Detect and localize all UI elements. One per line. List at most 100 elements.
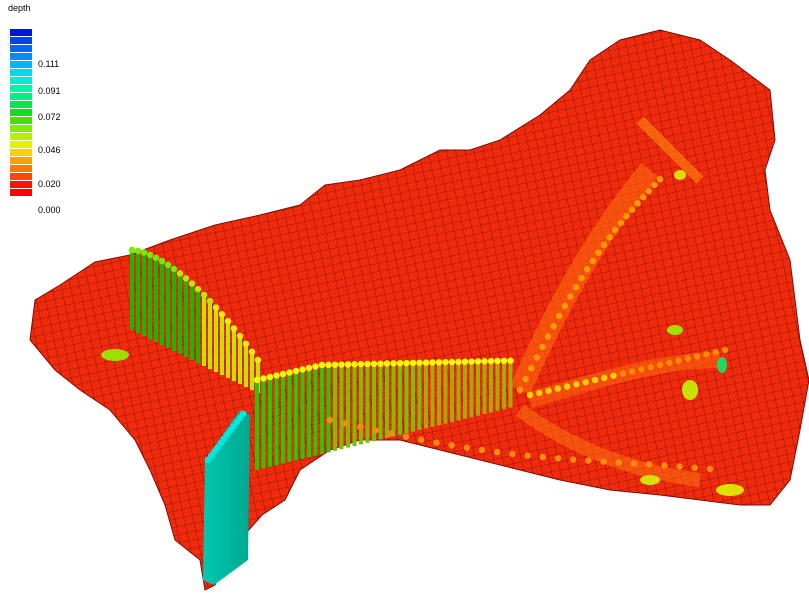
channel-node bbox=[691, 464, 698, 471]
depth-column bbox=[385, 363, 389, 438]
channel-node bbox=[651, 181, 658, 189]
channel-node bbox=[422, 359, 430, 366]
channel-node bbox=[342, 420, 349, 427]
depth-column bbox=[313, 366, 318, 456]
channel-node bbox=[390, 360, 397, 367]
depth-column bbox=[508, 360, 513, 408]
channel-node bbox=[578, 274, 585, 282]
depth-column bbox=[268, 377, 272, 467]
depth-column bbox=[261, 378, 266, 469]
legend-tick: 0.091 bbox=[38, 86, 61, 96]
legend-swatch bbox=[10, 85, 32, 92]
depth-column bbox=[378, 363, 383, 440]
channel-node bbox=[528, 365, 535, 372]
channel-node bbox=[544, 333, 552, 340]
channel-node bbox=[634, 200, 641, 207]
legend-swatch bbox=[10, 45, 32, 52]
legend-swatch bbox=[10, 93, 32, 100]
channel-node bbox=[326, 416, 334, 424]
legend-tick: 0.072 bbox=[38, 112, 61, 122]
channel-node bbox=[676, 463, 683, 470]
legend-swatch bbox=[10, 173, 32, 180]
channel-node bbox=[242, 340, 250, 347]
depth-column bbox=[130, 250, 134, 330]
channel-node bbox=[606, 234, 613, 241]
channel-node bbox=[721, 346, 729, 354]
channel-node bbox=[584, 266, 591, 273]
channel-node bbox=[507, 357, 514, 364]
depth-column bbox=[326, 364, 331, 453]
channel-node bbox=[630, 460, 638, 467]
legend-swatch bbox=[10, 125, 32, 132]
channel-node bbox=[703, 351, 710, 358]
channel-node bbox=[706, 465, 714, 473]
channel-node bbox=[563, 383, 571, 390]
depth-columns bbox=[130, 250, 513, 585]
channel-node bbox=[230, 325, 238, 332]
legend-tick: 0.000 bbox=[38, 205, 61, 215]
depth-column bbox=[495, 360, 500, 411]
legend-swatch bbox=[10, 77, 32, 84]
depth-column bbox=[469, 361, 474, 418]
channel-node bbox=[377, 360, 384, 367]
channel-node bbox=[146, 251, 154, 259]
depth-column bbox=[208, 301, 212, 369]
channel-node bbox=[589, 257, 596, 265]
channel-node bbox=[524, 452, 531, 459]
channel-node bbox=[170, 265, 178, 273]
channel-node bbox=[509, 450, 516, 458]
channel-node bbox=[461, 358, 469, 365]
channel-node bbox=[312, 363, 319, 370]
depth-column bbox=[255, 380, 259, 470]
depth-column bbox=[232, 328, 236, 381]
depth-column bbox=[287, 372, 292, 462]
channel-node bbox=[429, 359, 436, 366]
channel-node bbox=[448, 358, 456, 366]
channel-node bbox=[194, 285, 202, 293]
channel-node bbox=[675, 357, 682, 364]
channel-node bbox=[572, 283, 580, 291]
depth-column bbox=[160, 261, 164, 345]
legend-swatch bbox=[10, 117, 32, 124]
legend-swatch bbox=[10, 69, 32, 76]
depth-column bbox=[417, 362, 422, 430]
legend-swatch bbox=[10, 149, 32, 156]
depth-column bbox=[320, 365, 324, 454]
depth-column bbox=[178, 273, 182, 354]
depth-column bbox=[489, 361, 493, 413]
channel-node bbox=[567, 293, 574, 300]
legend-swatch bbox=[10, 165, 32, 172]
channel-node bbox=[693, 353, 701, 360]
depth-column bbox=[352, 364, 357, 446]
channel-node bbox=[164, 261, 172, 269]
channel-node bbox=[550, 322, 557, 330]
depth-column bbox=[256, 360, 260, 393]
channel-node bbox=[403, 359, 410, 367]
channel-node bbox=[494, 357, 501, 365]
channel-node bbox=[573, 381, 580, 388]
legend-color-bar bbox=[10, 29, 32, 197]
depth-column bbox=[443, 362, 448, 424]
channel-node bbox=[442, 358, 449, 366]
depth-column bbox=[142, 252, 146, 336]
depth-column bbox=[372, 363, 376, 442]
depth-column bbox=[238, 335, 242, 384]
channel-node bbox=[554, 385, 562, 392]
channel-node bbox=[224, 317, 232, 325]
legend-tick: 0.111 bbox=[38, 59, 60, 69]
channel-node bbox=[628, 206, 636, 213]
channel-node bbox=[134, 247, 142, 255]
legend-swatch bbox=[10, 181, 32, 188]
channel-node bbox=[357, 360, 365, 368]
legend-swatch bbox=[10, 29, 32, 36]
channel-node bbox=[645, 187, 652, 195]
depth-column bbox=[214, 307, 218, 372]
legend-swatch bbox=[10, 61, 32, 68]
channel-node bbox=[556, 312, 563, 320]
depth-column bbox=[307, 368, 311, 458]
legend-swatch bbox=[10, 189, 32, 196]
depth-column bbox=[430, 362, 435, 427]
channel-node bbox=[610, 372, 617, 379]
depth-column bbox=[154, 257, 158, 342]
